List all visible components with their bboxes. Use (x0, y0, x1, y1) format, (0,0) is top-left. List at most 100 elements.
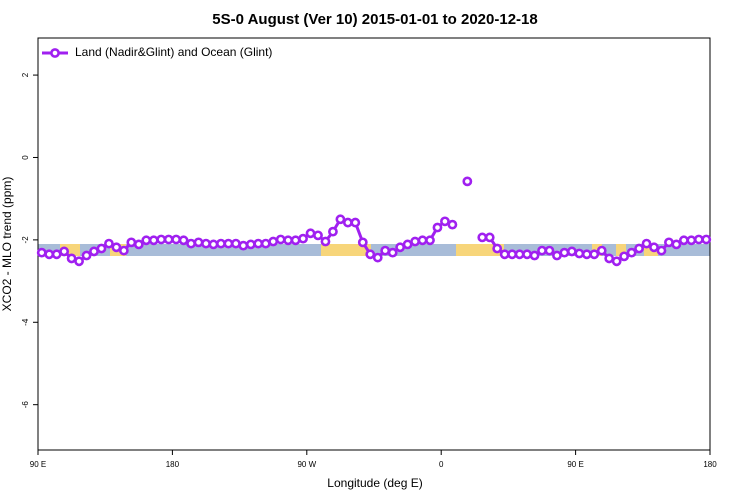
data-point (425, 235, 435, 246)
data-point (619, 251, 630, 262)
data-point (51, 249, 62, 260)
data-point (604, 253, 615, 264)
data-point (201, 238, 211, 249)
data-point (171, 234, 182, 245)
data-point (298, 233, 308, 244)
y-tick-label: -2 (21, 236, 30, 244)
data-point (365, 249, 376, 260)
data-point (611, 256, 622, 267)
data-point (66, 253, 77, 264)
data-point (357, 237, 368, 248)
data-point (462, 176, 473, 187)
data-point (380, 245, 391, 256)
data-point (529, 250, 540, 261)
data-point (253, 238, 264, 249)
data-point (552, 250, 562, 261)
data-point (268, 236, 279, 247)
data-point (275, 234, 286, 245)
data-point (104, 238, 114, 249)
x-tick-label: 180 (703, 460, 717, 469)
data-point (74, 256, 84, 267)
data-point (559, 247, 570, 258)
x-tick-label: 90 W (297, 460, 316, 469)
data-point (133, 239, 144, 250)
data-point (186, 238, 196, 249)
data-point (118, 245, 129, 256)
data-point (290, 235, 301, 246)
data-point (589, 249, 600, 260)
data-point (96, 243, 107, 254)
data-point (208, 239, 219, 250)
data-point (126, 237, 137, 248)
data-point (328, 226, 338, 237)
legend-label: Land (Nadir&Glint) and Ocean (Glint) (75, 45, 272, 59)
data-point (634, 243, 644, 254)
data-point (626, 247, 637, 258)
data-point (313, 230, 323, 241)
data-point (59, 246, 70, 257)
data-point (320, 236, 331, 247)
y-tick-label: 2 (21, 72, 30, 77)
land-strip (321, 244, 371, 256)
data-point (283, 235, 294, 246)
data-point (260, 238, 271, 249)
data-point (686, 235, 697, 246)
x-tick-label: 90 E (30, 460, 46, 469)
y-tick-label: -4 (21, 318, 30, 326)
data-point (36, 247, 47, 258)
data-point (410, 236, 420, 247)
data-point (141, 235, 152, 246)
data-point (664, 237, 674, 248)
data-point (544, 245, 555, 256)
data-point (649, 242, 659, 253)
data-point (372, 252, 383, 263)
x-axis-label: Longitude (deg E) (327, 476, 422, 490)
land-strip (456, 244, 504, 256)
data-point (305, 228, 316, 239)
data-point (514, 249, 525, 260)
data-point (440, 216, 450, 227)
data-point (537, 245, 547, 256)
x-tick-label: 180 (166, 460, 180, 469)
y-axis-label: XCO2 - MLO trend (ppm) (0, 177, 14, 312)
data-point (223, 238, 234, 249)
data-point (193, 237, 204, 248)
chart-title: 5S-0 August (Ver 10) 2015-01-01 to 2020-… (212, 11, 537, 28)
data-point (417, 235, 428, 246)
data-point (216, 238, 226, 249)
data-point (574, 248, 585, 259)
x-tick-label: 0 (439, 460, 444, 469)
data-point (245, 239, 256, 250)
data-point (566, 246, 577, 257)
data-point (678, 235, 689, 246)
data-point (596, 245, 607, 256)
data-point (641, 238, 652, 249)
data-point (163, 234, 174, 245)
legend-marker (50, 48, 60, 58)
y-tick-label: 0 (21, 155, 30, 160)
data-point (507, 249, 518, 260)
x-tick-label: 90 E (567, 460, 583, 469)
data-point (230, 238, 241, 249)
plot-frame (37, 37, 711, 451)
y-tick-label: -6 (21, 401, 30, 409)
data-point (447, 219, 458, 230)
data-point (395, 242, 406, 253)
data-point (342, 217, 353, 228)
data-point (671, 239, 682, 250)
data-point (111, 242, 122, 253)
data-point (402, 239, 413, 250)
land-strip (616, 244, 626, 256)
data-point (522, 249, 532, 260)
data-point (81, 250, 92, 261)
data-point (492, 243, 503, 254)
data-point (387, 247, 398, 258)
data-point (44, 249, 55, 260)
data-point (701, 234, 712, 245)
data-point (156, 234, 167, 245)
data-point (432, 222, 443, 233)
data-point (484, 232, 495, 243)
data-point (656, 245, 667, 256)
data-point (148, 235, 159, 246)
